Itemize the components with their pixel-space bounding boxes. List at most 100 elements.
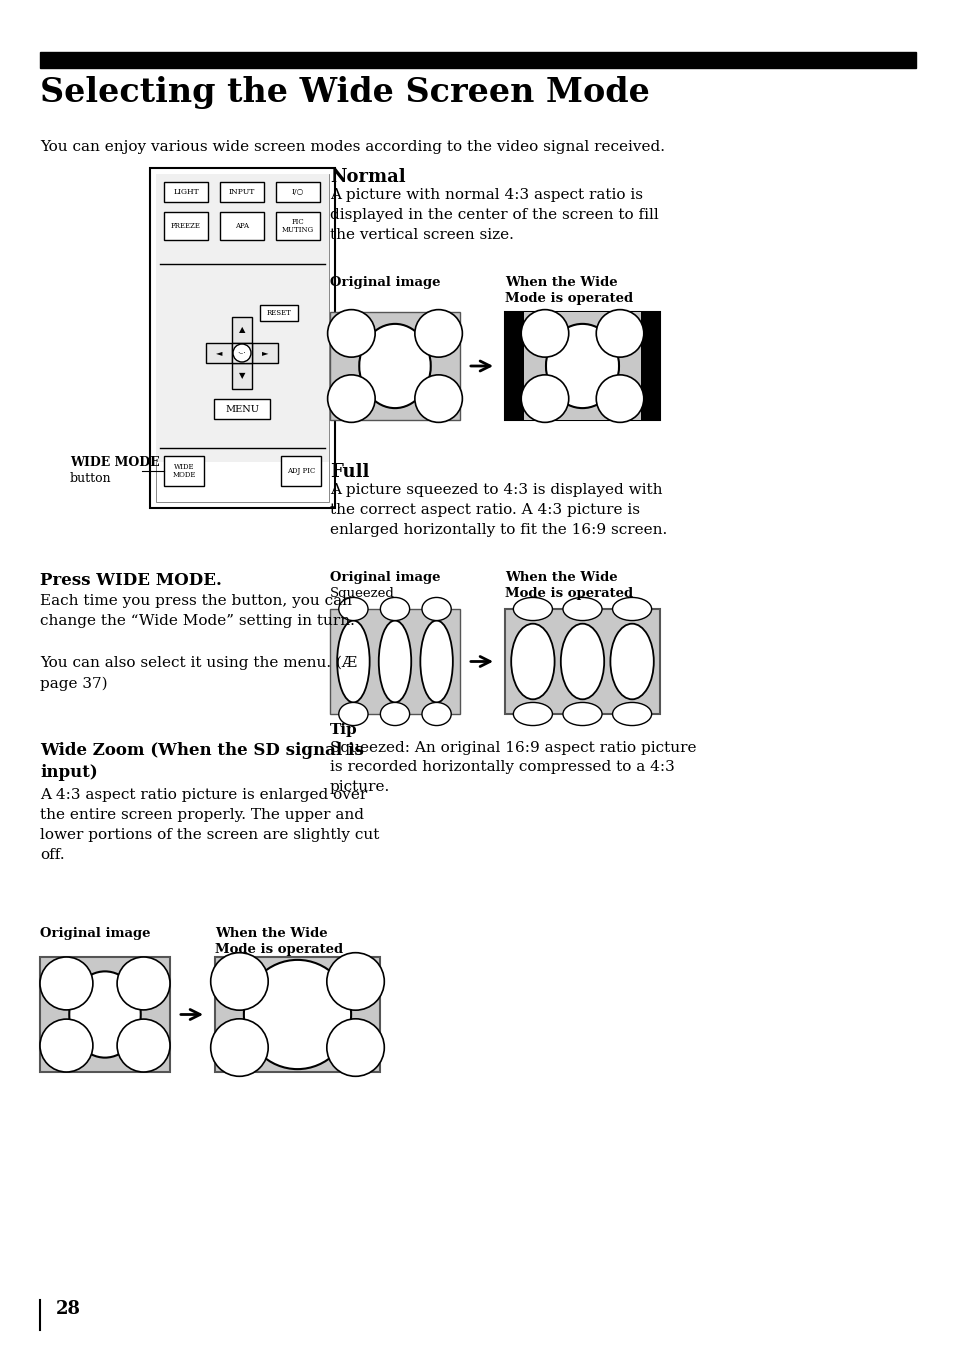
Circle shape [233,343,251,362]
Bar [275,183,319,201]
Bar [232,362,252,389]
Circle shape [327,953,384,1010]
Ellipse shape [612,598,651,621]
Circle shape [596,375,643,422]
Text: LIGHT: LIGHT [172,188,198,196]
Bar [275,212,319,241]
Bar [213,399,270,419]
Bar [504,312,659,420]
Text: Original image: Original image [40,927,151,940]
Text: Original image: Original image [330,571,440,584]
Ellipse shape [612,703,651,726]
Circle shape [117,957,170,1010]
Ellipse shape [545,324,618,408]
Text: When the Wide
Mode is operated: When the Wide Mode is operated [504,571,633,600]
Text: ·–·: ·–· [237,349,246,357]
Text: ◄: ◄ [215,349,222,357]
Ellipse shape [338,703,368,726]
Text: WIDE
MODE: WIDE MODE [172,462,195,480]
Circle shape [415,375,462,422]
Ellipse shape [562,703,601,726]
Circle shape [211,953,268,1010]
Bar [40,51,915,68]
Text: Normal: Normal [330,168,405,187]
Bar [504,608,659,714]
Circle shape [415,310,462,357]
Bar [232,343,252,362]
Bar [220,212,264,241]
Bar [156,174,329,264]
Text: FREEZE: FREEZE [171,222,201,230]
Text: ▼: ▼ [238,372,245,380]
Text: Press WIDE MODE.: Press WIDE MODE. [40,572,222,589]
Bar [523,312,640,420]
Circle shape [327,1019,384,1076]
Circle shape [40,957,92,1010]
Text: APA: APA [234,222,249,230]
Ellipse shape [359,324,431,408]
Text: ►: ► [261,349,268,357]
Text: ▲: ▲ [238,326,245,334]
Bar [206,343,232,362]
Text: When the Wide
Mode is operated: When the Wide Mode is operated [214,927,343,956]
Bar [330,608,459,714]
Ellipse shape [378,621,411,703]
Bar [164,212,208,241]
Circle shape [327,310,375,357]
Circle shape [117,1019,170,1072]
Circle shape [520,310,568,357]
Bar [214,957,379,1072]
Ellipse shape [610,623,653,699]
Ellipse shape [70,971,141,1057]
Text: You can enjoy various wide screen modes according to the video signal received.: You can enjoy various wide screen modes … [40,141,664,154]
Text: Full: Full [330,462,369,481]
Bar [150,168,335,508]
Text: 28: 28 [56,1301,81,1318]
Circle shape [327,375,375,422]
Ellipse shape [421,703,451,726]
Text: Selecting the Wide Screen Mode: Selecting the Wide Screen Mode [40,76,649,110]
Ellipse shape [244,960,351,1069]
Text: WIDE MODE: WIDE MODE [70,457,159,469]
Bar [40,957,170,1072]
Bar [260,306,297,320]
Text: A picture squeezed to 4:3 is displayed with
the correct aspect ratio. A 4:3 pict: A picture squeezed to 4:3 is displayed w… [330,483,666,537]
Text: button: button [70,472,112,485]
Circle shape [520,375,568,422]
Ellipse shape [336,621,369,703]
Bar [330,312,459,420]
Text: INPUT: INPUT [229,188,254,196]
Ellipse shape [380,598,409,621]
Bar [281,456,320,485]
Text: I/○: I/○ [292,188,304,196]
Text: Squeezed: Squeezed [330,587,395,600]
Ellipse shape [513,598,552,621]
Text: When the Wide
Mode is operated: When the Wide Mode is operated [504,276,633,306]
Text: You can also select it using the menu. (Æ
page 37): You can also select it using the menu. (… [40,656,356,691]
Ellipse shape [513,703,552,726]
Bar [220,183,264,201]
Text: A 4:3 aspect ratio picture is enlarged over
the entire screen properly. The uppe: A 4:3 aspect ratio picture is enlarged o… [40,788,379,863]
Bar [164,183,208,201]
Text: Wide Zoom (When the SD signal is
input): Wide Zoom (When the SD signal is input) [40,742,363,780]
Ellipse shape [421,598,451,621]
Bar [232,316,252,343]
Text: MENU: MENU [225,404,258,414]
Ellipse shape [380,703,409,726]
Bar [252,343,277,362]
Ellipse shape [560,623,603,699]
Text: Original image: Original image [330,276,440,289]
Text: PIC
MUTING: PIC MUTING [282,218,314,234]
Bar [156,174,329,502]
Circle shape [40,1019,92,1072]
Text: RESET: RESET [266,310,291,316]
Text: ADJ PIC: ADJ PIC [287,466,314,475]
Text: Squeezed: An original 16:9 aspect ratio picture
is recorded horizontally compres: Squeezed: An original 16:9 aspect ratio … [330,741,696,794]
Text: Tip: Tip [330,723,357,737]
Ellipse shape [338,598,368,621]
Ellipse shape [562,598,601,621]
Text: Each time you press the button, you can
change the “Wide Mode” setting in turn.: Each time you press the button, you can … [40,594,355,629]
Ellipse shape [511,623,554,699]
Bar [164,456,204,485]
Bar [156,264,329,462]
